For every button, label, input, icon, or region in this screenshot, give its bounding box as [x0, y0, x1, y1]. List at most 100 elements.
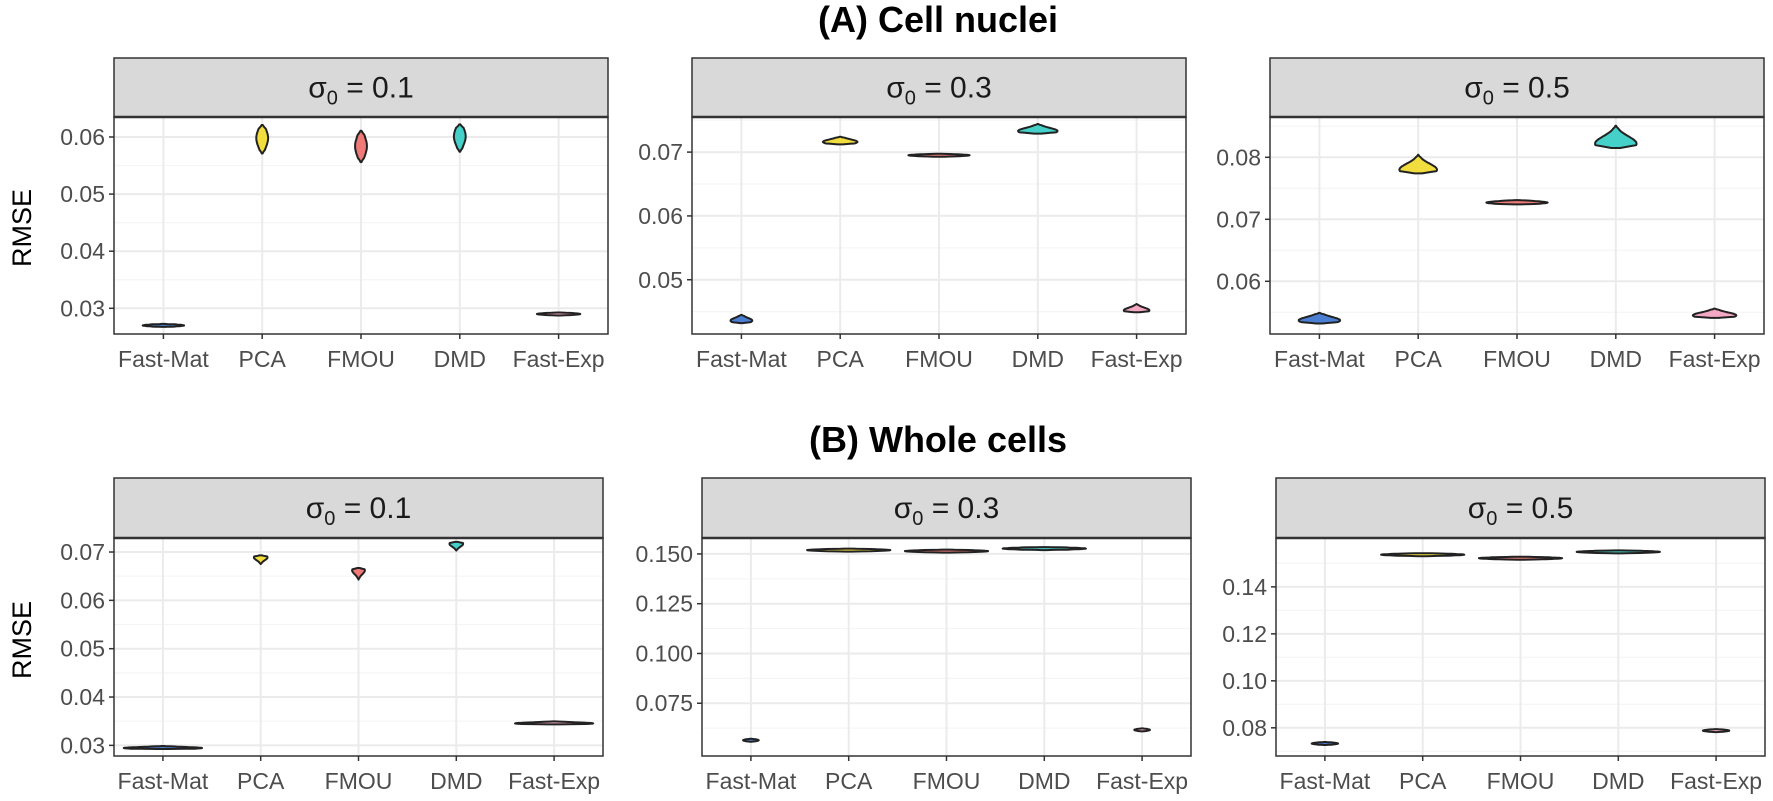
y-axis-title-b: RMSE [7, 601, 37, 679]
violin-pca [806, 547, 892, 553]
y-tick-label: 0.03 [60, 732, 105, 758]
violin-fast-mat [141, 322, 186, 328]
facet-strip-label: σ0 = 0.5 [1464, 72, 1570, 110]
x-tick-label: FMOU [325, 768, 393, 794]
panels: σ0 = 0.1 0.03 0.04 0.05 0.06 Fast-Mat PCA FMOU D… [60, 57, 1766, 794]
violin-fast-exp [514, 720, 595, 726]
violin-dmd [1001, 546, 1087, 552]
section-title-b: (B) Whole cells [809, 419, 1067, 460]
facet-strip-label: σ0 = 0.3 [886, 72, 992, 110]
facet-strip [113, 57, 609, 118]
facet-panel-3: σ0 = 0.5 0.06 0.07 0.08 Fast-Mat PCA FMOU DMD Fa… [1216, 57, 1765, 372]
y-tick-label: 0.150 [635, 541, 693, 567]
y-tick-label: 0.03 [60, 295, 105, 321]
violin-fast-exp [1701, 728, 1731, 734]
y-tick-label: 0.06 [638, 203, 683, 229]
x-tick-label: DMD [434, 346, 486, 372]
violin-pca [1398, 153, 1438, 175]
facet-panel-5: σ0 = 0.3 0.075 0.100 0.125 0.150 Fast-Mat PCA F… [635, 477, 1192, 794]
y-tick-label: 0.05 [60, 181, 105, 207]
x-tick-label: Fast-Mat [118, 346, 209, 372]
facet-panel-6: σ0 = 0.5 0.08 0.10 0.12 0.14 Fast-Mat PCA FMOU D… [1222, 477, 1766, 794]
facet-panel-2: σ0 = 0.3 0.05 0.06 0.07 Fast-Mat PCA FMOU DMD Fa… [638, 57, 1187, 372]
facet-strip [1275, 477, 1766, 539]
facet-strip [1269, 57, 1765, 118]
violin-dmd [1017, 123, 1059, 135]
violin-fast-mat [742, 737, 760, 743]
x-tick-label: PCA [1395, 346, 1443, 372]
violin-fast-exp [1122, 303, 1151, 314]
x-tick-label: Fast-Exp [508, 768, 600, 794]
violin-fast-mat [729, 313, 754, 325]
facet-strip [113, 477, 604, 539]
violin-fast-mat [122, 745, 203, 750]
section-title-a: (A) Cell nuclei [818, 0, 1058, 40]
facet-panel-1: σ0 = 0.1 0.03 0.04 0.05 0.06 Fast-Mat PCA FMOU D… [60, 57, 609, 372]
violin-dmd [452, 123, 467, 153]
x-tick-label: DMD [1012, 346, 1064, 372]
y-tick-label: 0.08 [1222, 715, 1267, 741]
x-tick-label: DMD [1018, 768, 1070, 794]
x-tick-label: DMD [430, 768, 482, 794]
x-tick-label: PCA [239, 346, 287, 372]
facet-strip [691, 57, 1187, 118]
facet-strip-label: σ0 = 0.3 [894, 492, 1000, 530]
violin-fast-mat [1310, 741, 1340, 746]
x-tick-label: Fast-Mat [118, 768, 209, 794]
violin-fmou [907, 152, 971, 158]
y-tick-label: 0.12 [1222, 621, 1267, 647]
violin-dmd [448, 540, 465, 552]
facet-strip-label: σ0 = 0.5 [1468, 492, 1574, 530]
y-tick-label: 0.125 [635, 591, 693, 617]
y-tick-label: 0.04 [60, 238, 105, 264]
violin-pca [255, 124, 270, 155]
y-tick-label: 0.05 [60, 636, 105, 662]
y-tick-label: 0.08 [1216, 144, 1261, 170]
violin-fmou [351, 567, 366, 581]
y-tick-label: 0.100 [635, 640, 693, 666]
y-tick-label: 0.04 [60, 684, 105, 710]
x-tick-label: PCA [237, 768, 285, 794]
x-tick-label: PCA [825, 768, 873, 794]
x-tick-label: FMOU [905, 346, 973, 372]
x-tick-label: FMOU [1483, 346, 1551, 372]
x-tick-label: PCA [817, 346, 865, 372]
facet-strip [701, 477, 1192, 539]
x-tick-label: FMOU [1487, 768, 1555, 794]
y-tick-label: 0.06 [60, 124, 105, 150]
y-tick-label: 0.06 [60, 587, 105, 613]
y-tick-label: 0.07 [60, 539, 105, 565]
violin-fmou [1477, 555, 1564, 561]
facet-strip-label: σ0 = 0.1 [306, 492, 412, 530]
x-tick-label: PCA [1399, 768, 1447, 794]
violin-fast-exp [1691, 307, 1738, 319]
y-tick-label: 0.07 [638, 139, 683, 165]
violin-fmou [1485, 199, 1549, 206]
violin-fast-exp [535, 311, 582, 317]
x-tick-label: DMD [1592, 768, 1644, 794]
x-tick-label: Fast-Exp [513, 346, 605, 372]
x-tick-label: Fast-Exp [1096, 768, 1188, 794]
x-tick-label: DMD [1590, 346, 1642, 372]
facet-panel-4: σ0 = 0.1 0.03 0.04 0.05 0.06 0.07 Fast-Mat PCA F… [60, 477, 604, 794]
violin-pca [1380, 552, 1466, 558]
y-axis-title-a: RMSE [7, 189, 37, 267]
violin-pca [821, 135, 859, 146]
violin-fmou [354, 129, 368, 164]
violin-dmd [1575, 549, 1661, 555]
violin-fmou [903, 548, 990, 554]
y-tick-label: 0.10 [1222, 668, 1267, 694]
violin-fast-exp [1133, 727, 1151, 733]
facet-strip-label: σ0 = 0.1 [308, 72, 414, 110]
x-tick-label: Fast-Exp [1669, 346, 1761, 372]
x-tick-label: Fast-Exp [1091, 346, 1183, 372]
x-tick-label: FMOU [913, 768, 981, 794]
x-tick-label: Fast-Mat [1274, 346, 1365, 372]
y-tick-label: 0.07 [1216, 206, 1261, 232]
y-tick-label: 0.05 [638, 267, 683, 293]
x-tick-label: Fast-Mat [1280, 768, 1371, 794]
x-tick-label: Fast-Mat [696, 346, 787, 372]
x-tick-label: Fast-Mat [706, 768, 797, 794]
x-tick-label: FMOU [327, 346, 395, 372]
